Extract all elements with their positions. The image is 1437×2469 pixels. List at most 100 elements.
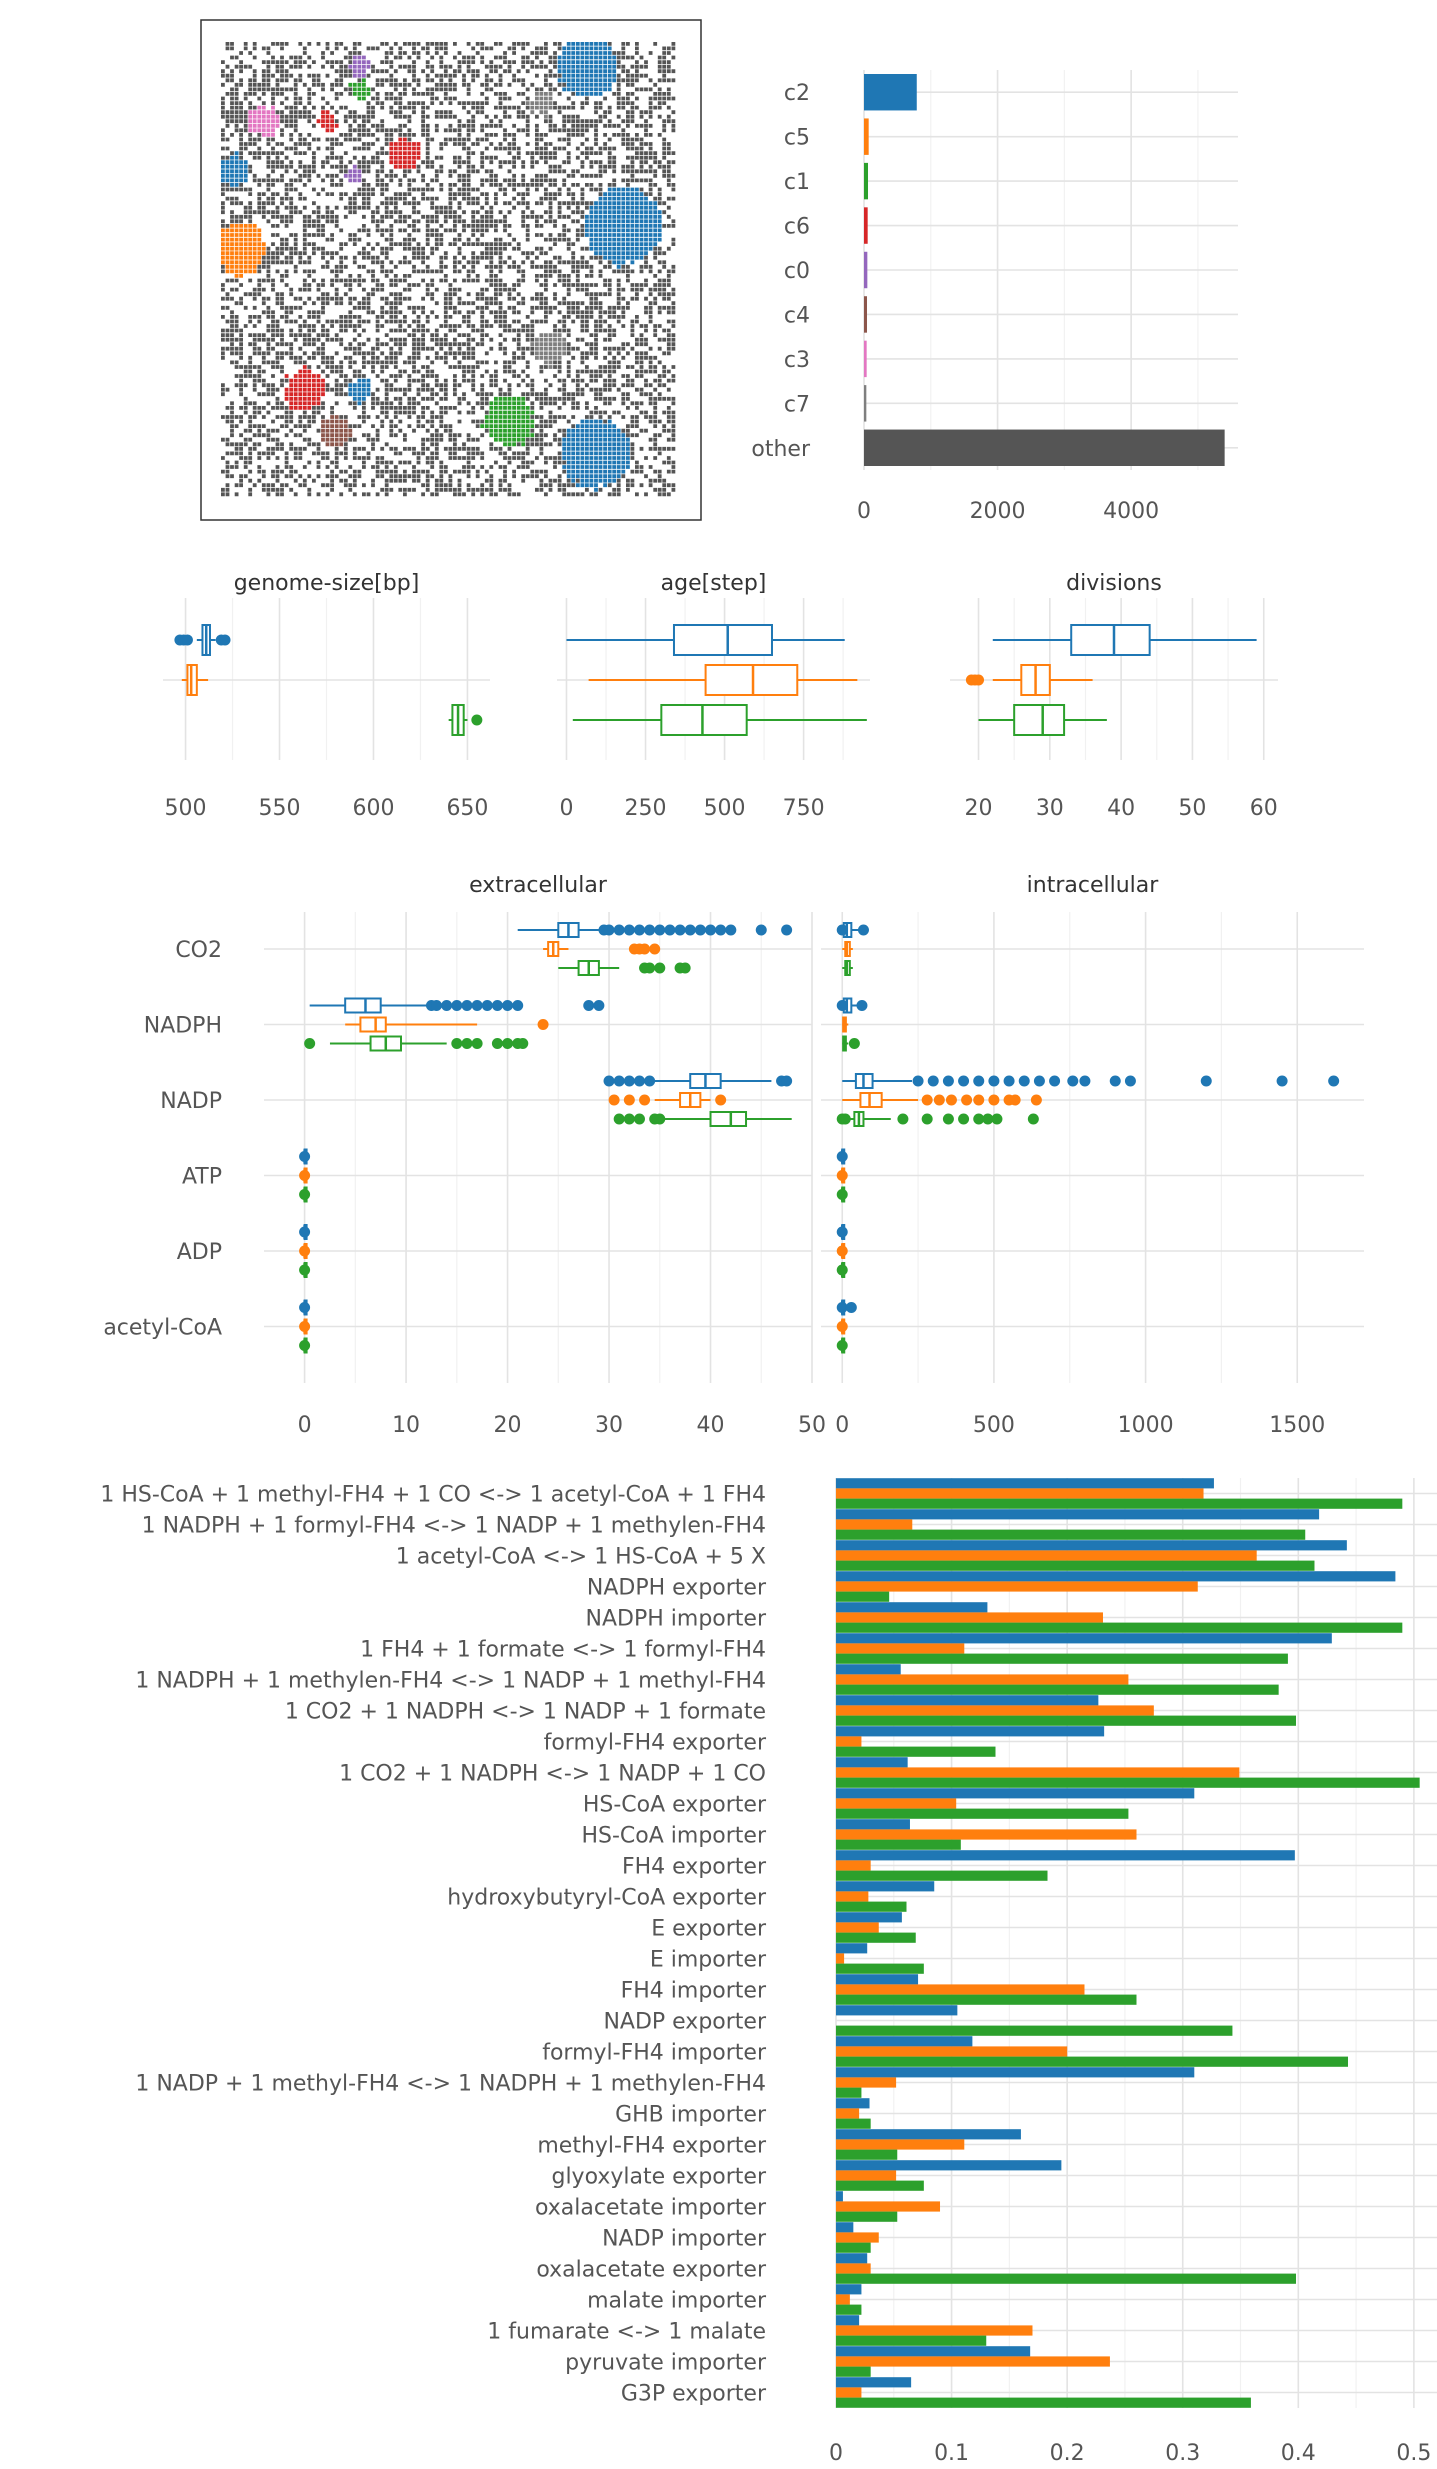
outlier-point xyxy=(512,1000,524,1011)
intracellular-boxplot: intracellular 0 500 1000 1500 xyxy=(821,873,1364,1438)
outlier-point xyxy=(839,1113,851,1125)
bar-c2 xyxy=(836,1540,1347,1551)
bar-c5 xyxy=(836,2170,897,2181)
bar-c4 xyxy=(864,296,868,333)
bar-c5 xyxy=(864,118,869,155)
outlier-point xyxy=(461,1000,473,1011)
y-tick-label: c2 xyxy=(784,81,810,106)
y-tick-label: 1 HS-CoA + 1 methyl-FH4 + 1 CO <-> 1 ace… xyxy=(100,1483,766,1508)
bar-c2 xyxy=(836,2160,1062,2171)
y-tick-label: malate importer xyxy=(587,2289,767,2314)
bar-c2 xyxy=(836,1726,1105,1737)
bar-c7 xyxy=(864,385,867,422)
outlier-point xyxy=(755,924,767,936)
y-tick-label: FH4 importer xyxy=(621,1979,767,2004)
protein-bar-chart: 0 0.1 0.2 0.3 0.4 0.5 1 HS-CoA + 1 methyl-FH4 … xyxy=(100,1478,1437,2466)
bar-c5 xyxy=(836,1798,957,1809)
bar-c2 xyxy=(836,2222,854,2233)
outlier-point xyxy=(958,1075,970,1087)
bar-c2 xyxy=(836,2005,958,2016)
outlier-point xyxy=(431,1000,443,1011)
outlier-point xyxy=(857,924,869,936)
bar-c5 xyxy=(836,2356,1110,2367)
bar-c1 xyxy=(836,1901,907,1912)
outlier-point xyxy=(1067,1075,1079,1087)
outlier-point xyxy=(603,1075,615,1087)
bar-c2 xyxy=(836,2253,868,2264)
outlier-point xyxy=(982,1113,994,1125)
bar-c1 xyxy=(864,162,869,200)
x-tick-label: 20 xyxy=(494,1413,522,1438)
bar-c5 xyxy=(836,1643,965,1654)
outlier-point xyxy=(848,1038,860,1049)
y-tick-label: ATP xyxy=(182,1165,222,1190)
y-tick-label: formyl-FH4 exporter xyxy=(544,1731,767,1756)
bar-c1 xyxy=(836,1653,1288,1664)
bar-c5 xyxy=(836,1674,1129,1685)
box-c5 xyxy=(859,1092,883,1108)
bar-c5 xyxy=(836,1736,862,1747)
outlier-point xyxy=(623,1094,635,1106)
bar-c5 xyxy=(836,2077,897,2088)
bar-c2 xyxy=(836,1850,1295,1861)
bar-c1 xyxy=(836,1777,1420,1788)
outlier-point xyxy=(299,1189,311,1200)
y-tick-label: c0 xyxy=(784,259,810,284)
bar-c5 xyxy=(836,1829,1137,1840)
y-tick-label: methyl-FH4 exporter xyxy=(537,2134,767,2159)
y-tick-label: 1 NADPH + 1 formyl-FH4 <-> 1 NADP + 1 me… xyxy=(142,1514,766,1539)
bar-c3 xyxy=(864,340,867,378)
y-tick-label: E importer xyxy=(650,1948,767,1973)
bar-c5 xyxy=(836,2046,1068,2057)
bar-c5 xyxy=(836,1581,1198,1592)
box-c1 xyxy=(660,704,748,736)
outlier-point xyxy=(991,1113,1003,1125)
y-tick-label: c5 xyxy=(784,126,810,151)
bar-c2 xyxy=(836,1757,908,1768)
bar-c2 xyxy=(836,1943,868,1954)
y-tick-label: pyruvate importer xyxy=(565,2351,767,2376)
x-tick-label: 650 xyxy=(446,796,488,821)
bar-c1 xyxy=(836,2087,862,2098)
outlier-point xyxy=(502,1000,514,1011)
x-tick-label: 50 xyxy=(1178,796,1206,821)
outlier-point xyxy=(836,1302,848,1313)
y-tick-label: NADP exporter xyxy=(603,2010,767,2035)
outlier-point xyxy=(781,1075,793,1087)
bar-c2 xyxy=(836,1478,1214,1489)
y-tick-label: 1 CO2 + 1 NADPH <-> 1 NADP + 1 CO xyxy=(339,1762,766,1787)
outlier-point xyxy=(461,1038,473,1049)
bar-c0 xyxy=(864,251,868,289)
outlier-point xyxy=(961,1094,973,1106)
outlier-point xyxy=(1276,1075,1288,1087)
bar-c5 xyxy=(836,1860,871,1871)
outlier-point xyxy=(973,674,985,686)
bar-c1 xyxy=(836,2025,1233,2036)
x-tick-label: 0.4 xyxy=(1281,2441,1316,2466)
outlier-point xyxy=(481,1000,493,1011)
bar-c1 xyxy=(836,1591,890,1602)
outlier-point xyxy=(942,1113,954,1125)
x-tick-label: 0 xyxy=(829,2441,843,2466)
outlier-point xyxy=(1079,1075,1091,1087)
panel-title: age[step] xyxy=(661,571,767,596)
outlier-point xyxy=(608,1094,620,1106)
box-c2 xyxy=(672,624,773,656)
bar-c5 xyxy=(836,2263,871,2274)
bar-c2 xyxy=(836,1602,988,1613)
outlier-point xyxy=(856,1000,868,1011)
bar-c1 xyxy=(836,1622,1403,1633)
outlier-point xyxy=(694,924,706,936)
bar-c5 xyxy=(836,2201,941,2212)
bar-c2 xyxy=(836,1788,1195,1799)
outlier-point xyxy=(644,1075,656,1087)
bar-c1 xyxy=(836,2397,1251,2408)
x-tick-label: 1000 xyxy=(1118,1413,1174,1438)
bar-c2 xyxy=(836,2036,973,2047)
outlier-point xyxy=(1328,1075,1340,1087)
outlier-point xyxy=(644,924,656,936)
bar-c2 xyxy=(836,2129,1021,2140)
outlier-point xyxy=(836,1000,848,1011)
bar-c5 xyxy=(836,2139,965,2150)
outlier-point xyxy=(973,1094,985,1106)
